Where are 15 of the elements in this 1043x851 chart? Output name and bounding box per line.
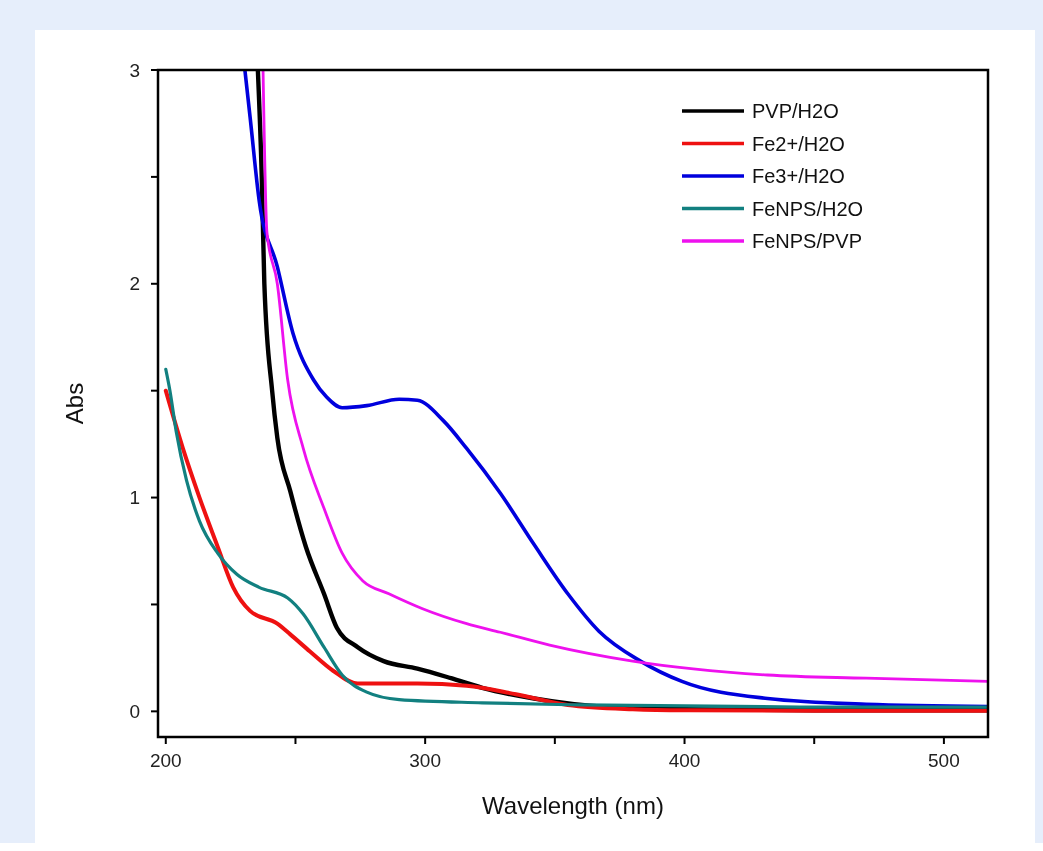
y-tick-label: 1 (129, 487, 140, 509)
x-tick-label: 200 (149, 750, 182, 771)
legend-label: Fe2+/H2O (752, 132, 845, 155)
y-tick-label: 3 (129, 59, 140, 81)
x-tick-label: 400 (668, 750, 701, 771)
y-tick-label: 2 (129, 273, 140, 295)
legend-label: PVP/H2O (752, 100, 839, 122)
legend-label: Fe3+/H2O (752, 165, 845, 187)
legend-label: FeNPS/PVP (752, 230, 863, 252)
x-tick-label: 300 (409, 750, 442, 771)
legend-label: FeNPS/H2O (752, 197, 864, 220)
y-axis-title: Abs (61, 382, 88, 425)
x-tick-label: 500 (928, 750, 960, 771)
y-tick-label: 0 (129, 701, 140, 722)
x-axis-title: Wavelength (nm) (482, 792, 664, 819)
